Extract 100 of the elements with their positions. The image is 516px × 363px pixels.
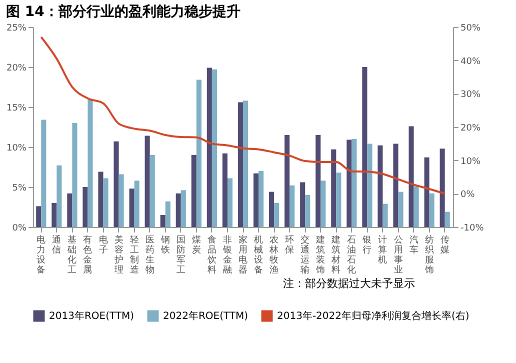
bar (336, 172, 342, 227)
y2-tick-label: 0% (460, 190, 476, 200)
bar (165, 201, 170, 227)
legend-label: 2013年ROE(TTM) (49, 310, 134, 322)
x-tick-label: 农林牧渔 (268, 234, 279, 276)
x-tick-label: 家用电器 (238, 234, 248, 276)
bar (243, 100, 248, 227)
bar (424, 157, 430, 227)
bar (114, 141, 119, 227)
bar (444, 212, 450, 227)
bar (196, 80, 202, 227)
bar (320, 180, 326, 227)
y-tick-label: 10% (6, 144, 27, 154)
bar (269, 192, 274, 227)
legend-label: 2013年-2022年归母净利润复合增长率(右) (277, 310, 470, 322)
y2-tick-label: 20% (460, 124, 481, 134)
bar (180, 190, 186, 227)
y-tick-label: 20% (6, 64, 27, 74)
bar (352, 139, 357, 227)
y-tick-label: 5% (12, 184, 27, 194)
x-tick-label: 基础化工 (66, 234, 77, 276)
y-tick-label: 0% (12, 224, 27, 234)
x-tick-label: 非银金融 (222, 234, 232, 276)
bar (72, 123, 78, 227)
x-tick-label: 美容护理 (113, 234, 124, 276)
bar (82, 187, 88, 227)
bar (134, 180, 140, 227)
x-tick-label: 石油石化 (347, 236, 356, 276)
bar (378, 145, 383, 227)
bar (316, 135, 321, 227)
bar (56, 165, 62, 227)
bar (129, 188, 134, 227)
bar (238, 102, 243, 227)
y2-tick-label: 50% (460, 24, 481, 34)
bar (150, 155, 155, 227)
bar (398, 192, 404, 227)
y-tick-label: 15% (6, 104, 27, 114)
bar (52, 203, 57, 227)
bar (290, 185, 295, 227)
bar (258, 171, 264, 227)
bar (160, 215, 166, 227)
bar (284, 135, 290, 227)
x-tick-label: 交通运输 (300, 234, 310, 276)
bar (362, 67, 368, 227)
x-tick-label: 纺织服饰 (424, 234, 434, 276)
bar (191, 155, 196, 227)
y2-tick-label: 10% (460, 156, 481, 167)
text: 注：部分数据过大未予显示 (283, 277, 415, 290)
bar (118, 174, 124, 227)
bar (429, 193, 434, 227)
x-tick-label: 食品饮料 (206, 234, 216, 276)
bar (67, 193, 72, 227)
x-tick-label: 汽车 (409, 234, 418, 256)
bar (346, 140, 352, 227)
bar (300, 182, 306, 227)
x-tick-label: 轻工制造 (130, 234, 139, 276)
bar (36, 206, 42, 227)
bar (222, 153, 228, 227)
bar (393, 144, 398, 227)
bar (331, 149, 336, 227)
bar (408, 126, 414, 227)
x-tick-label: 公用事业 (394, 234, 403, 276)
x-tick-label: 建筑装饰 (315, 234, 326, 276)
x-tick-label: 电子 (98, 234, 108, 256)
bar (206, 68, 212, 227)
x-tick-label: 环保 (285, 236, 294, 256)
bar (88, 100, 93, 227)
x-tick-label: 机械设备 (254, 234, 264, 276)
y2-tick-label: 30% (460, 90, 481, 100)
bar (176, 193, 181, 227)
bar (41, 120, 46, 227)
x-tick-label: 国防军工 (176, 236, 186, 276)
x-tick-label: 传媒 (440, 234, 450, 256)
x-tick-label: 有色金属 (83, 234, 92, 276)
x-tick-label: 钢铁 (160, 234, 170, 256)
bar (103, 178, 108, 227)
bar (98, 172, 104, 227)
x-tick-label: 计算机 (378, 234, 388, 266)
y2-tick-label: -10% (460, 224, 484, 234)
x-tick-label: 医药生物 (145, 234, 154, 276)
line-series (40, 36, 446, 195)
y2-tick-label: 40% (460, 56, 481, 67)
bar (305, 195, 310, 227)
x-tick-label: 通信 (52, 234, 62, 256)
x-tick-label: 建筑材料 (330, 234, 341, 276)
bar (144, 136, 150, 227)
bar (227, 178, 233, 227)
legend-label: 2022年ROE(TTM) (163, 310, 248, 322)
chart-title: 图 14：部分行业的盈利能力稳步提升 (6, 3, 240, 20)
x-tick-label: 煤炭 (192, 234, 201, 256)
bar (212, 69, 217, 227)
bar (440, 148, 445, 227)
bar (382, 204, 388, 227)
bar (367, 144, 372, 227)
y-tick-label: 25% (6, 24, 27, 34)
bar (274, 203, 280, 227)
x-tick-label: 银行 (362, 234, 372, 256)
bar (414, 186, 419, 227)
bar (253, 173, 259, 227)
x-tick-label: 电力设备 (36, 234, 46, 276)
